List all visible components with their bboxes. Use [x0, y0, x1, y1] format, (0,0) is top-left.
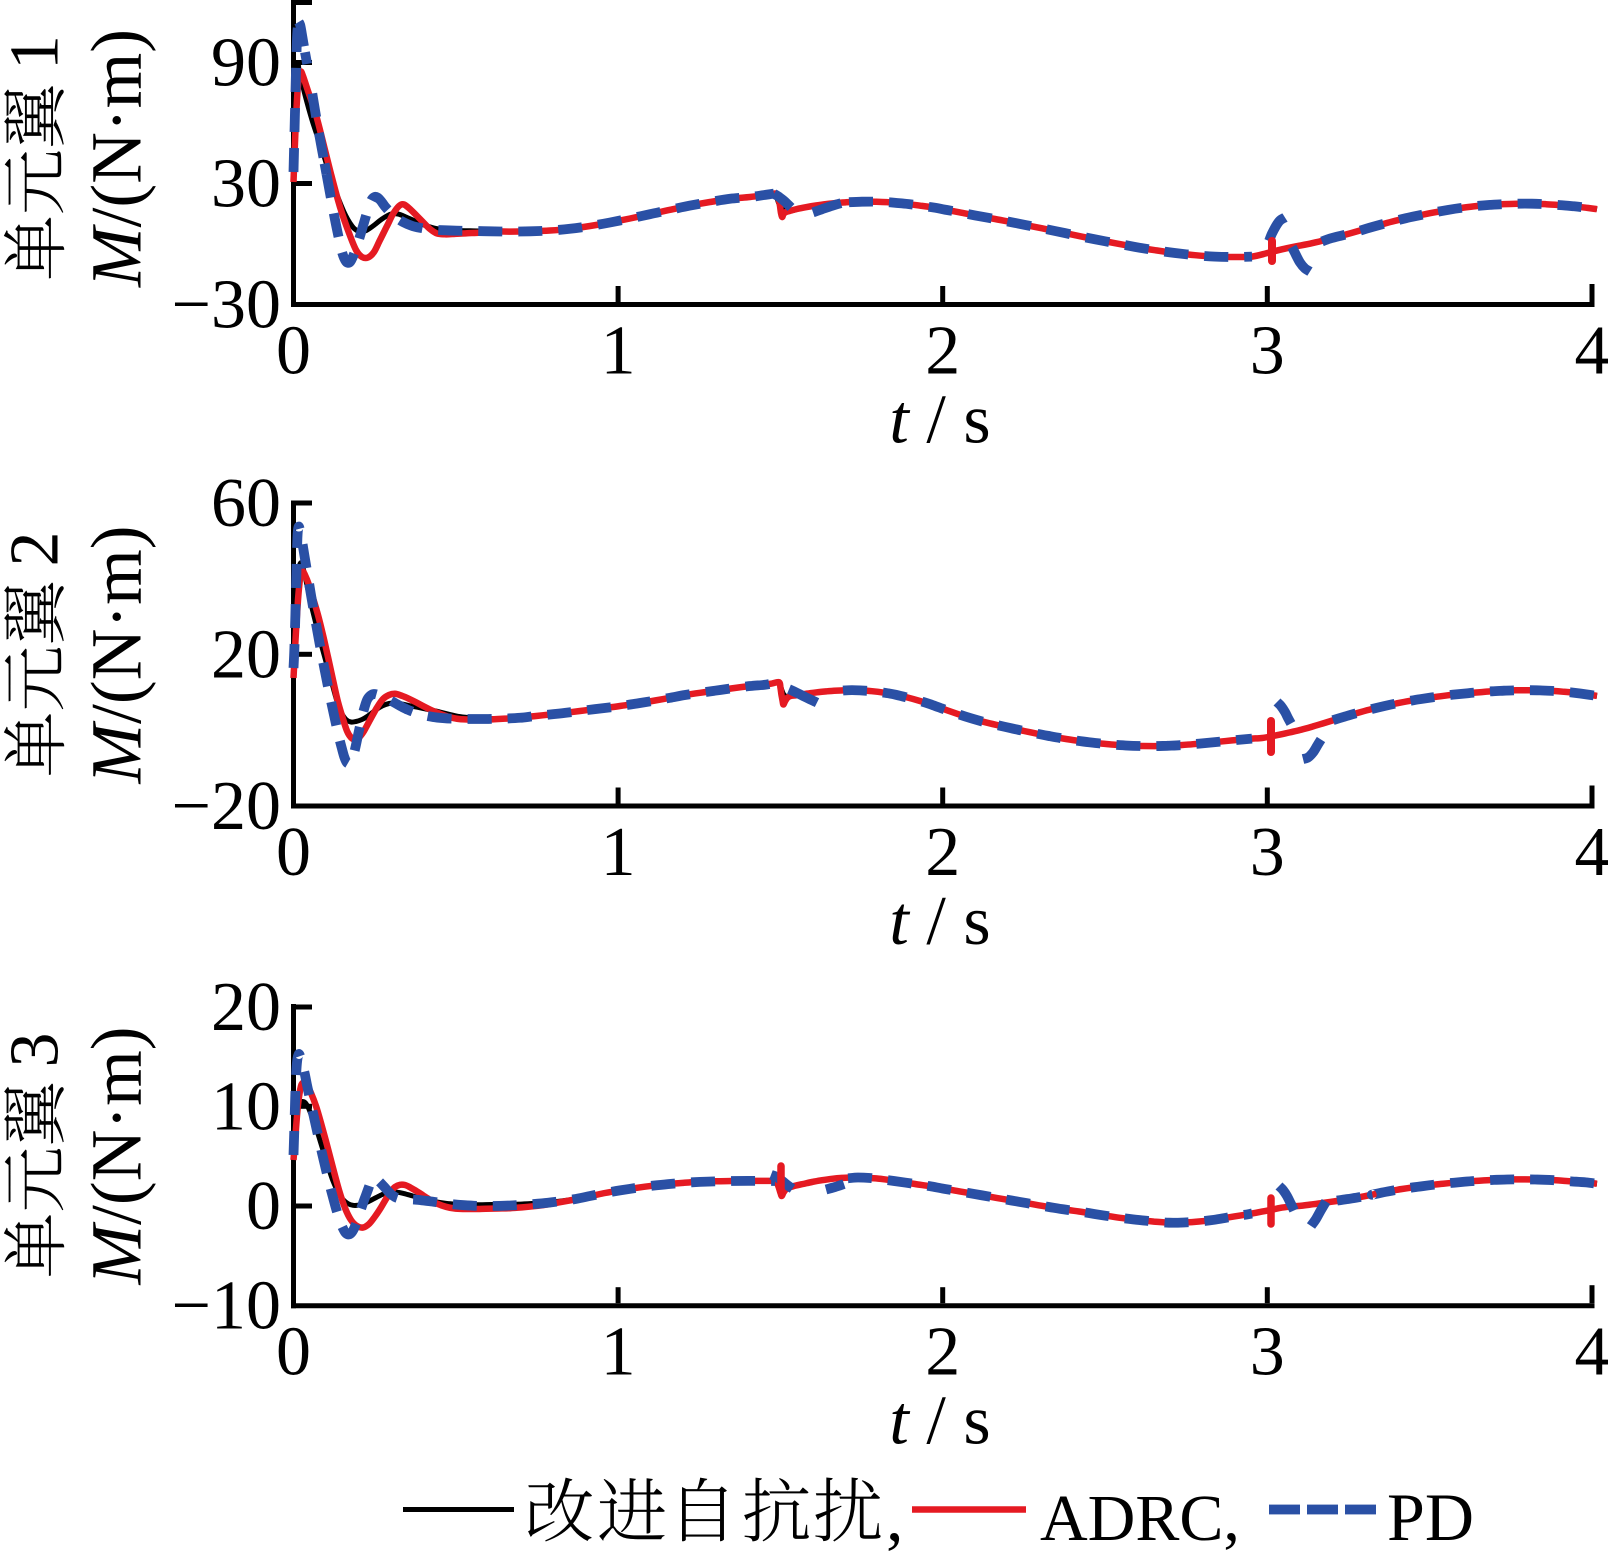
svg-text:90: 90: [211, 25, 281, 102]
svg-text:0: 0: [276, 1314, 311, 1391]
svg-text:2: 2: [925, 1314, 960, 1391]
svg-text:1: 1: [0, 35, 74, 70]
svg-text:1: 1: [601, 1314, 636, 1391]
svg-text:2: 2: [925, 814, 960, 891]
svg-text:3: 3: [1250, 1314, 1285, 1391]
svg-text:3: 3: [0, 1033, 74, 1068]
svg-text:M/(N·m): M/(N·m): [78, 1026, 157, 1285]
svg-text:20: 20: [211, 969, 281, 1046]
svg-text:60: 60: [211, 465, 281, 542]
svg-text:4: 4: [1575, 313, 1608, 390]
svg-text:,: ,: [886, 1479, 904, 1552]
svg-text:0: 0: [276, 814, 311, 891]
svg-text:ADRC,: ADRC,: [1040, 1482, 1240, 1552]
svg-text:30: 30: [211, 146, 281, 223]
svg-text:t / s: t / s: [889, 382, 990, 459]
svg-text:M/(N·m): M/(N·m): [78, 29, 157, 288]
svg-text:t / s: t / s: [889, 883, 990, 960]
svg-text:−30: −30: [172, 267, 281, 344]
svg-text:20: 20: [211, 616, 281, 693]
svg-text:M/(N·m): M/(N·m): [78, 525, 157, 784]
svg-text:0: 0: [246, 1168, 281, 1245]
svg-text:4: 4: [1575, 1314, 1608, 1391]
svg-text:2: 2: [925, 313, 960, 390]
svg-text:4: 4: [1575, 814, 1608, 891]
svg-text:PD: PD: [1387, 1479, 1474, 1552]
svg-text:1: 1: [601, 313, 636, 390]
svg-text:3: 3: [1250, 814, 1285, 891]
svg-text:2: 2: [0, 532, 74, 567]
svg-text:0: 0: [276, 313, 311, 390]
svg-text:−20: −20: [172, 768, 281, 845]
svg-text:10: 10: [211, 1068, 281, 1145]
svg-text:3: 3: [1250, 313, 1285, 390]
svg-text:−10: −10: [172, 1268, 281, 1345]
svg-text:1: 1: [601, 814, 636, 891]
svg-text:t / s: t / s: [889, 1383, 990, 1460]
